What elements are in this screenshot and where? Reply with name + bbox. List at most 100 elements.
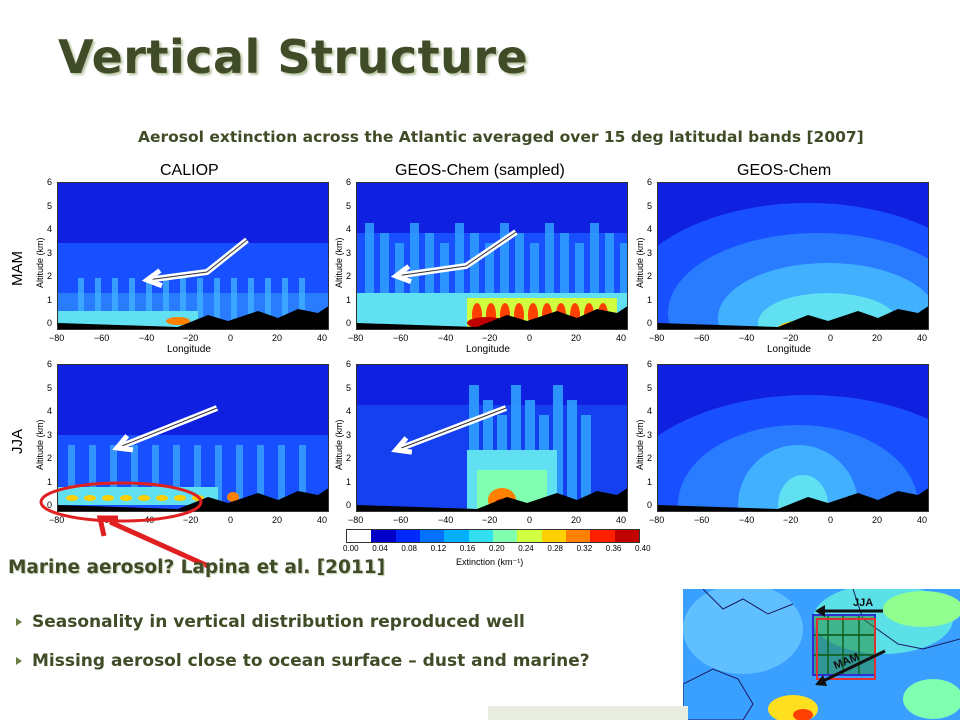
colorbar-tick-label: 0.24 — [518, 544, 534, 553]
x-tick-label: 20 — [872, 515, 883, 525]
column-header-caliop: CALIOP — [160, 162, 219, 179]
region-map-image: JJA MAM — [683, 589, 960, 720]
plot-panel-geos-sampled-jja: 0 1 2 3 4 5 6 Altitude (km) −80 −60 −40 −20 0 20 40 — [334, 359, 628, 525]
x-tick-label: 40 — [917, 515, 928, 525]
x-tick-label: 20 — [272, 515, 283, 525]
colorbar-swatch — [492, 530, 518, 542]
y-tick-label: 1 — [346, 294, 352, 305]
plot-panel-caliop-jja: 0 1 2 3 4 5 6 Altitude (km) −80 −60 −40 −20 0 20 40 — [35, 359, 329, 525]
colorbar-tick-label: 0.40 — [635, 544, 651, 553]
colorbar-tick-label: 0.00 — [343, 544, 359, 553]
y-tick-label: 6 — [47, 177, 53, 187]
x-tick-label: 0 — [228, 333, 234, 343]
y-tick-label: 4 — [346, 406, 352, 416]
y-tick-label: 4 — [47, 224, 53, 234]
x-tick-label: 0 — [828, 515, 834, 525]
y-tick-label: 2 — [47, 453, 53, 463]
x-tick-label: 0 — [828, 333, 834, 343]
y-tick-label: 4 — [647, 224, 653, 234]
y-tick-label: 5 — [346, 200, 352, 211]
column-header-geos-sampled: GEOS-Chem (sampled) — [395, 162, 565, 179]
x-tick-label: −20 — [183, 333, 199, 343]
y-tick-label: 5 — [47, 382, 53, 393]
x-axis-label: Longitude — [767, 344, 811, 355]
colorbar-swatch — [419, 530, 445, 542]
x-tick-label: 0 — [527, 515, 533, 525]
y-tick-label: 2 — [647, 271, 653, 281]
x-tick-label: −80 — [49, 333, 65, 343]
x-tick-label: −20 — [482, 515, 498, 525]
colorbar-tick-label: 0.36 — [605, 544, 622, 553]
colorbar-swatch — [614, 530, 639, 542]
y-tick-label: 6 — [647, 359, 653, 369]
colorbar-tick-label: 0.16 — [459, 544, 476, 553]
x-tick-label: −40 — [139, 333, 155, 343]
y-tick-label: 1 — [647, 476, 653, 487]
extinction-field — [57, 364, 329, 512]
x-tick-label: −80 — [649, 333, 665, 343]
y-tick-label: 4 — [47, 406, 53, 416]
trend-arrow — [390, 229, 518, 284]
y-tick-label: 6 — [47, 359, 53, 369]
colorbar-swatch — [468, 530, 493, 542]
y-tick-label: 1 — [346, 476, 352, 487]
y-tick-label: 4 — [346, 224, 352, 234]
map-label-jja: JJA — [853, 597, 873, 609]
y-tick-label: 3 — [647, 429, 653, 440]
extinction-field — [57, 182, 329, 330]
plot-panel-geos-sampled-mam: 0 1 2 3 4 5 6 Altitude (km) −80 −60 −40 −20 0 20 40 Lon… — [334, 177, 628, 355]
x-tick-label: −20 — [482, 333, 498, 343]
highlight-arrow-line — [108, 519, 210, 569]
colorbar-swatch — [444, 530, 469, 542]
bullet-marker-icon — [16, 618, 22, 626]
x-tick-label: −60 — [393, 515, 409, 525]
x-axis-label: Longitude — [167, 344, 211, 355]
y-tick-label: 3 — [346, 429, 352, 440]
x-tick-label: −80 — [649, 515, 665, 525]
y-tick-label: 5 — [647, 382, 653, 393]
y-tick-label: 0 — [346, 500, 352, 510]
y-tick-label: 0 — [346, 318, 352, 328]
bullet-item: Seasonality in vertical distribution rep… — [16, 612, 525, 632]
highlight-ellipse — [39, 481, 203, 523]
y-tick-label: 2 — [346, 453, 352, 463]
y-tick-label: 3 — [647, 247, 653, 258]
colorbar — [346, 529, 640, 543]
x-tick-label: −80 — [348, 333, 364, 343]
footer-bar — [488, 706, 688, 720]
x-tick-label: 40 — [616, 515, 627, 525]
x-tick-label: 40 — [616, 333, 627, 343]
colorbar-swatch — [517, 530, 542, 542]
trend-arrow — [141, 237, 249, 289]
y-tick-label: 3 — [47, 429, 53, 440]
y-tick-label: 3 — [346, 247, 352, 258]
x-tick-label: −80 — [348, 515, 364, 525]
bullet-text: Seasonality in vertical distribution rep… — [32, 612, 525, 632]
colorbar-tick-label: 0.28 — [547, 544, 563, 553]
x-tick-label: 0 — [527, 333, 533, 343]
y-tick-label: 2 — [346, 271, 352, 281]
x-tick-label: −40 — [438, 333, 454, 343]
colorbar-swatch — [541, 530, 566, 542]
colorbar-tick-label: 0.04 — [372, 544, 388, 553]
y-tick-label: 1 — [647, 294, 653, 305]
x-tick-label: −40 — [438, 515, 454, 525]
x-tick-label: 40 — [317, 333, 328, 343]
region-map: JJA MAM — [683, 589, 960, 720]
x-tick-label: −60 — [393, 333, 409, 343]
x-tick-label: −60 — [694, 515, 710, 525]
y-tick-label: 5 — [47, 200, 53, 211]
x-tick-label: 20 — [272, 333, 283, 343]
x-tick-label: −60 — [94, 333, 110, 343]
trend-arrow — [391, 405, 508, 455]
plot-panel-caliop-mam: 0 1 2 3 4 5 6 Altitude (km) −80 −60 −40 −20 0 20 40 Lon… — [35, 177, 329, 355]
x-tick-label: 40 — [917, 333, 928, 343]
y-tick-label: 0 — [47, 318, 53, 328]
y-tick-label: 4 — [647, 406, 653, 416]
y-tick-label: 0 — [47, 500, 53, 510]
y-tick-label: 2 — [47, 271, 53, 281]
x-tick-label: −40 — [739, 515, 755, 525]
bullet-item: Missing aerosol close to ocean surface –… — [16, 651, 590, 671]
colorbar-swatch — [347, 530, 372, 542]
